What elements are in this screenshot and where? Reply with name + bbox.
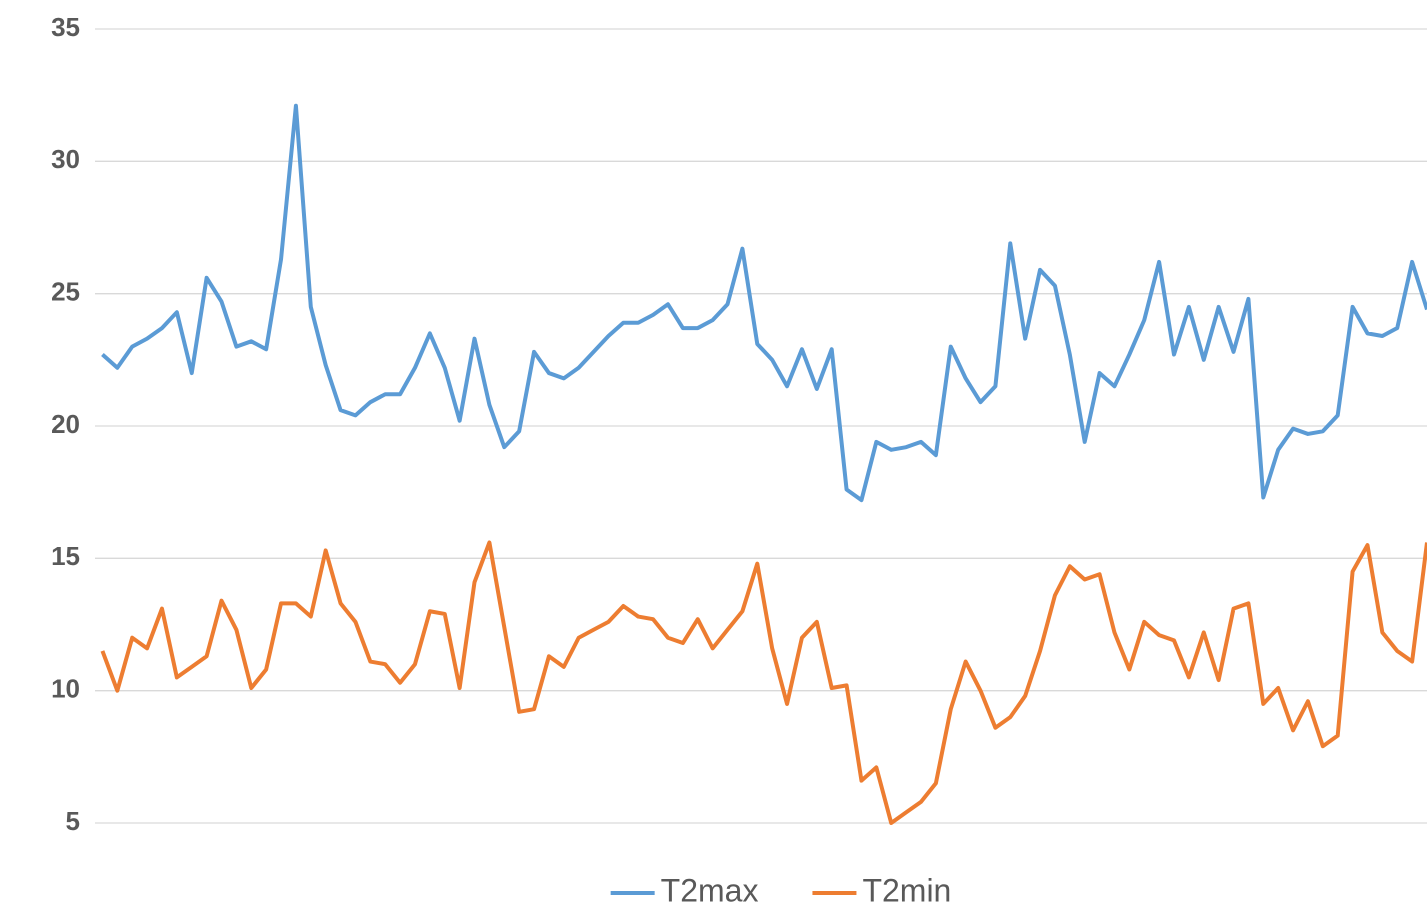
y-tick-label: 20 [51,409,80,439]
y-tick-label: 25 [51,277,80,307]
y-tick-label: 10 [51,674,80,704]
legend-label: T2min [862,872,951,908]
data-line [101,103,1427,503]
y-tick-label: 35 [51,12,80,42]
data-line [100,540,1427,825]
y-tick-label: 5 [66,806,80,836]
legend-label: T2max [661,872,759,908]
y-tick-label: 15 [51,541,80,571]
y-tick-label: 30 [51,144,80,174]
